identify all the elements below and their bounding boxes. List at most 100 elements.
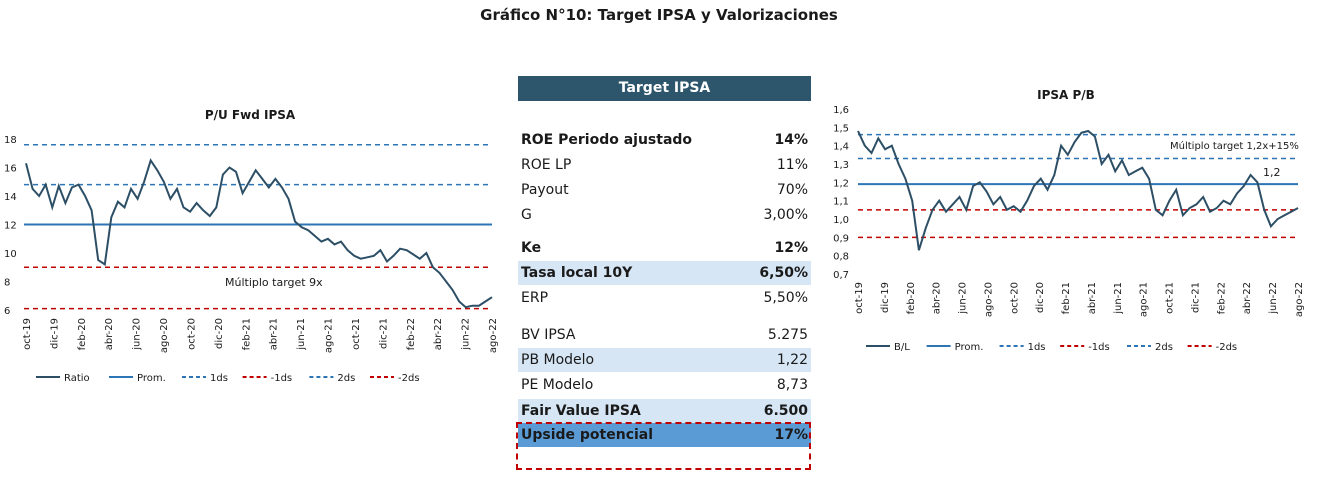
- y-tick-label: 1,2: [833, 178, 849, 189]
- table-header: Target IPSA: [518, 76, 811, 101]
- y-tick-label: 8: [4, 278, 10, 289]
- y-tick-label: 1,6: [833, 105, 849, 116]
- legend-label: -2ds: [398, 373, 420, 384]
- x-tick-label: ago-20: [983, 282, 994, 317]
- target-ipsa-table: Target IPSA Upside potencial 17% Fair Valu…: [516, 76, 811, 470]
- x-tick-label: ago-20: [159, 318, 170, 353]
- row-value: 12%: [774, 240, 808, 256]
- y-tick-label: 16: [4, 164, 17, 175]
- y-tick-label: 1,3: [833, 160, 849, 171]
- row-value: 70%: [776, 182, 808, 198]
- x-tick-label: feb-22: [1216, 282, 1227, 314]
- legend-label: 1ds: [1028, 342, 1046, 353]
- row-value: 3,00%: [763, 207, 808, 223]
- table-row: PB Modelo 1,22: [518, 348, 811, 372]
- table-row: PE Modelo 8,73: [518, 373, 811, 397]
- y-tick-label: 12: [4, 221, 17, 232]
- x-tick-label: abr-20: [104, 318, 115, 350]
- row-value: 5.275: [767, 327, 808, 343]
- x-tick-label: ago-22: [488, 318, 499, 353]
- row-value: 11%: [776, 157, 808, 173]
- y-tick-label: 1,5: [833, 123, 849, 134]
- y-tick-label: 10: [4, 249, 17, 260]
- row-label: Tasa local 10Y: [521, 265, 633, 281]
- row-label: PE Modelo: [521, 377, 594, 393]
- x-tick-label: feb-21: [241, 318, 252, 350]
- pu-fwd-chart: P/U Fwd IPSA 6 8 10 12 14 16 18 oct-19 dic-19 feb-…: [4, 108, 499, 384]
- x-tick-label: jun-20: [958, 282, 969, 315]
- x-tick-label: jun-20: [132, 318, 143, 351]
- legend-label: Prom.: [137, 373, 166, 384]
- legend-label: B/L: [894, 342, 910, 353]
- x-tick-label: abr-21: [1087, 282, 1098, 314]
- x-tick-label: feb-22: [406, 318, 417, 350]
- chart-title: P/U Fwd IPSA: [205, 108, 296, 122]
- legend-label: Ratio: [64, 373, 90, 384]
- annotation-multiplo-target: Múltiplo target 1,2x+15%: [1170, 140, 1299, 152]
- legend-label: Prom.: [955, 342, 984, 353]
- row-value: 14%: [774, 132, 808, 148]
- ipsa-pb-chart: IPSA P/B 0,7 0,8 0,9 1,0 1,1 1,2 1,3 1,4 1,5 1,6 oc…: [833, 88, 1305, 353]
- x-tick-label: oct-20: [186, 318, 197, 350]
- table-row: ROE LP 11%: [518, 153, 811, 177]
- row-label: Payout: [521, 182, 569, 198]
- x-tick-label: jun-21: [296, 318, 307, 351]
- x-tick-label: abr-22: [1242, 282, 1253, 314]
- row-label: PB Modelo: [521, 352, 595, 368]
- table-row: G 3,00%: [518, 203, 811, 227]
- table-row: Fair Value IPSA 6.500: [518, 399, 811, 423]
- legend-label: 2ds: [337, 373, 355, 384]
- y-tick-label: 18: [4, 135, 17, 146]
- x-tick-label: feb-20: [906, 282, 917, 314]
- x-tick-label: oct-19: [854, 282, 865, 314]
- page-title: Gráfico N°10: Target IPSA y Valorizacion…: [480, 6, 838, 24]
- table-row: ERP 5,50%: [518, 286, 811, 310]
- row-value: 5,50%: [763, 290, 808, 306]
- legend-label: 2ds: [1155, 342, 1173, 353]
- row-value: 6,50%: [759, 265, 808, 281]
- x-tick-label: oct-21: [351, 318, 362, 350]
- table-row: ROE Periodo ajustado 14%: [518, 128, 811, 152]
- x-tick-label: ago-22: [1294, 282, 1305, 317]
- legend-label: 1ds: [210, 373, 228, 384]
- row-label: BV IPSA: [521, 327, 576, 343]
- series-line-B/L: [857, 129, 1299, 251]
- y-tick-label: 1,0: [833, 215, 849, 226]
- row-value: 6.500: [763, 403, 808, 419]
- x-tick-label: dic-19: [880, 282, 891, 313]
- table-row: Tasa local 10Y 6,50%: [518, 261, 811, 285]
- y-tick-label: 14: [4, 192, 17, 203]
- x-tick-label: jun-21: [1113, 282, 1124, 315]
- annotation-multiplo-target: Múltiplo target 9x: [225, 276, 323, 289]
- table-row: BV IPSA 5.275: [518, 323, 811, 347]
- x-tick-label: ago-21: [324, 318, 335, 353]
- row-value: 17%: [774, 427, 808, 443]
- row-label: ROE Periodo ajustado: [521, 132, 693, 148]
- x-tick-label: jun-22: [461, 318, 472, 351]
- y-tick-label: 1,4: [833, 142, 849, 153]
- y-tick-label: 6: [4, 306, 10, 317]
- x-tick-label: abr-21: [269, 318, 280, 350]
- x-tick-label: dic-21: [378, 318, 389, 349]
- x-tick-label: oct-20: [1009, 282, 1020, 314]
- x-tick-label: oct-21: [1165, 282, 1176, 314]
- x-tick-label: ago-21: [1139, 282, 1150, 317]
- row-label: ERP: [521, 290, 549, 306]
- row-value: 1,22: [776, 352, 808, 368]
- fair-value-highlight-box: [516, 422, 811, 470]
- row-label: Fair Value IPSA: [521, 403, 641, 419]
- series-line-Ratio: [25, 158, 493, 309]
- x-tick-label: oct-19: [22, 318, 33, 350]
- legend-label: -1ds: [271, 373, 293, 384]
- x-tick-label: jun-22: [1268, 282, 1279, 315]
- x-tick-label: abr-20: [932, 282, 943, 314]
- y-tick-label: 0,8: [833, 252, 849, 263]
- table-row: Ke 12%: [518, 236, 811, 260]
- annotation-target-value: 1,2: [1263, 166, 1281, 179]
- x-tick-label: abr-22: [433, 318, 444, 350]
- legend-label: -2ds: [1216, 342, 1238, 353]
- table-row: Upside potencial 17%: [518, 423, 811, 447]
- chart-title: IPSA P/B: [1037, 88, 1095, 102]
- x-tick-label: dic-21: [1190, 282, 1201, 313]
- row-label: G: [521, 207, 532, 223]
